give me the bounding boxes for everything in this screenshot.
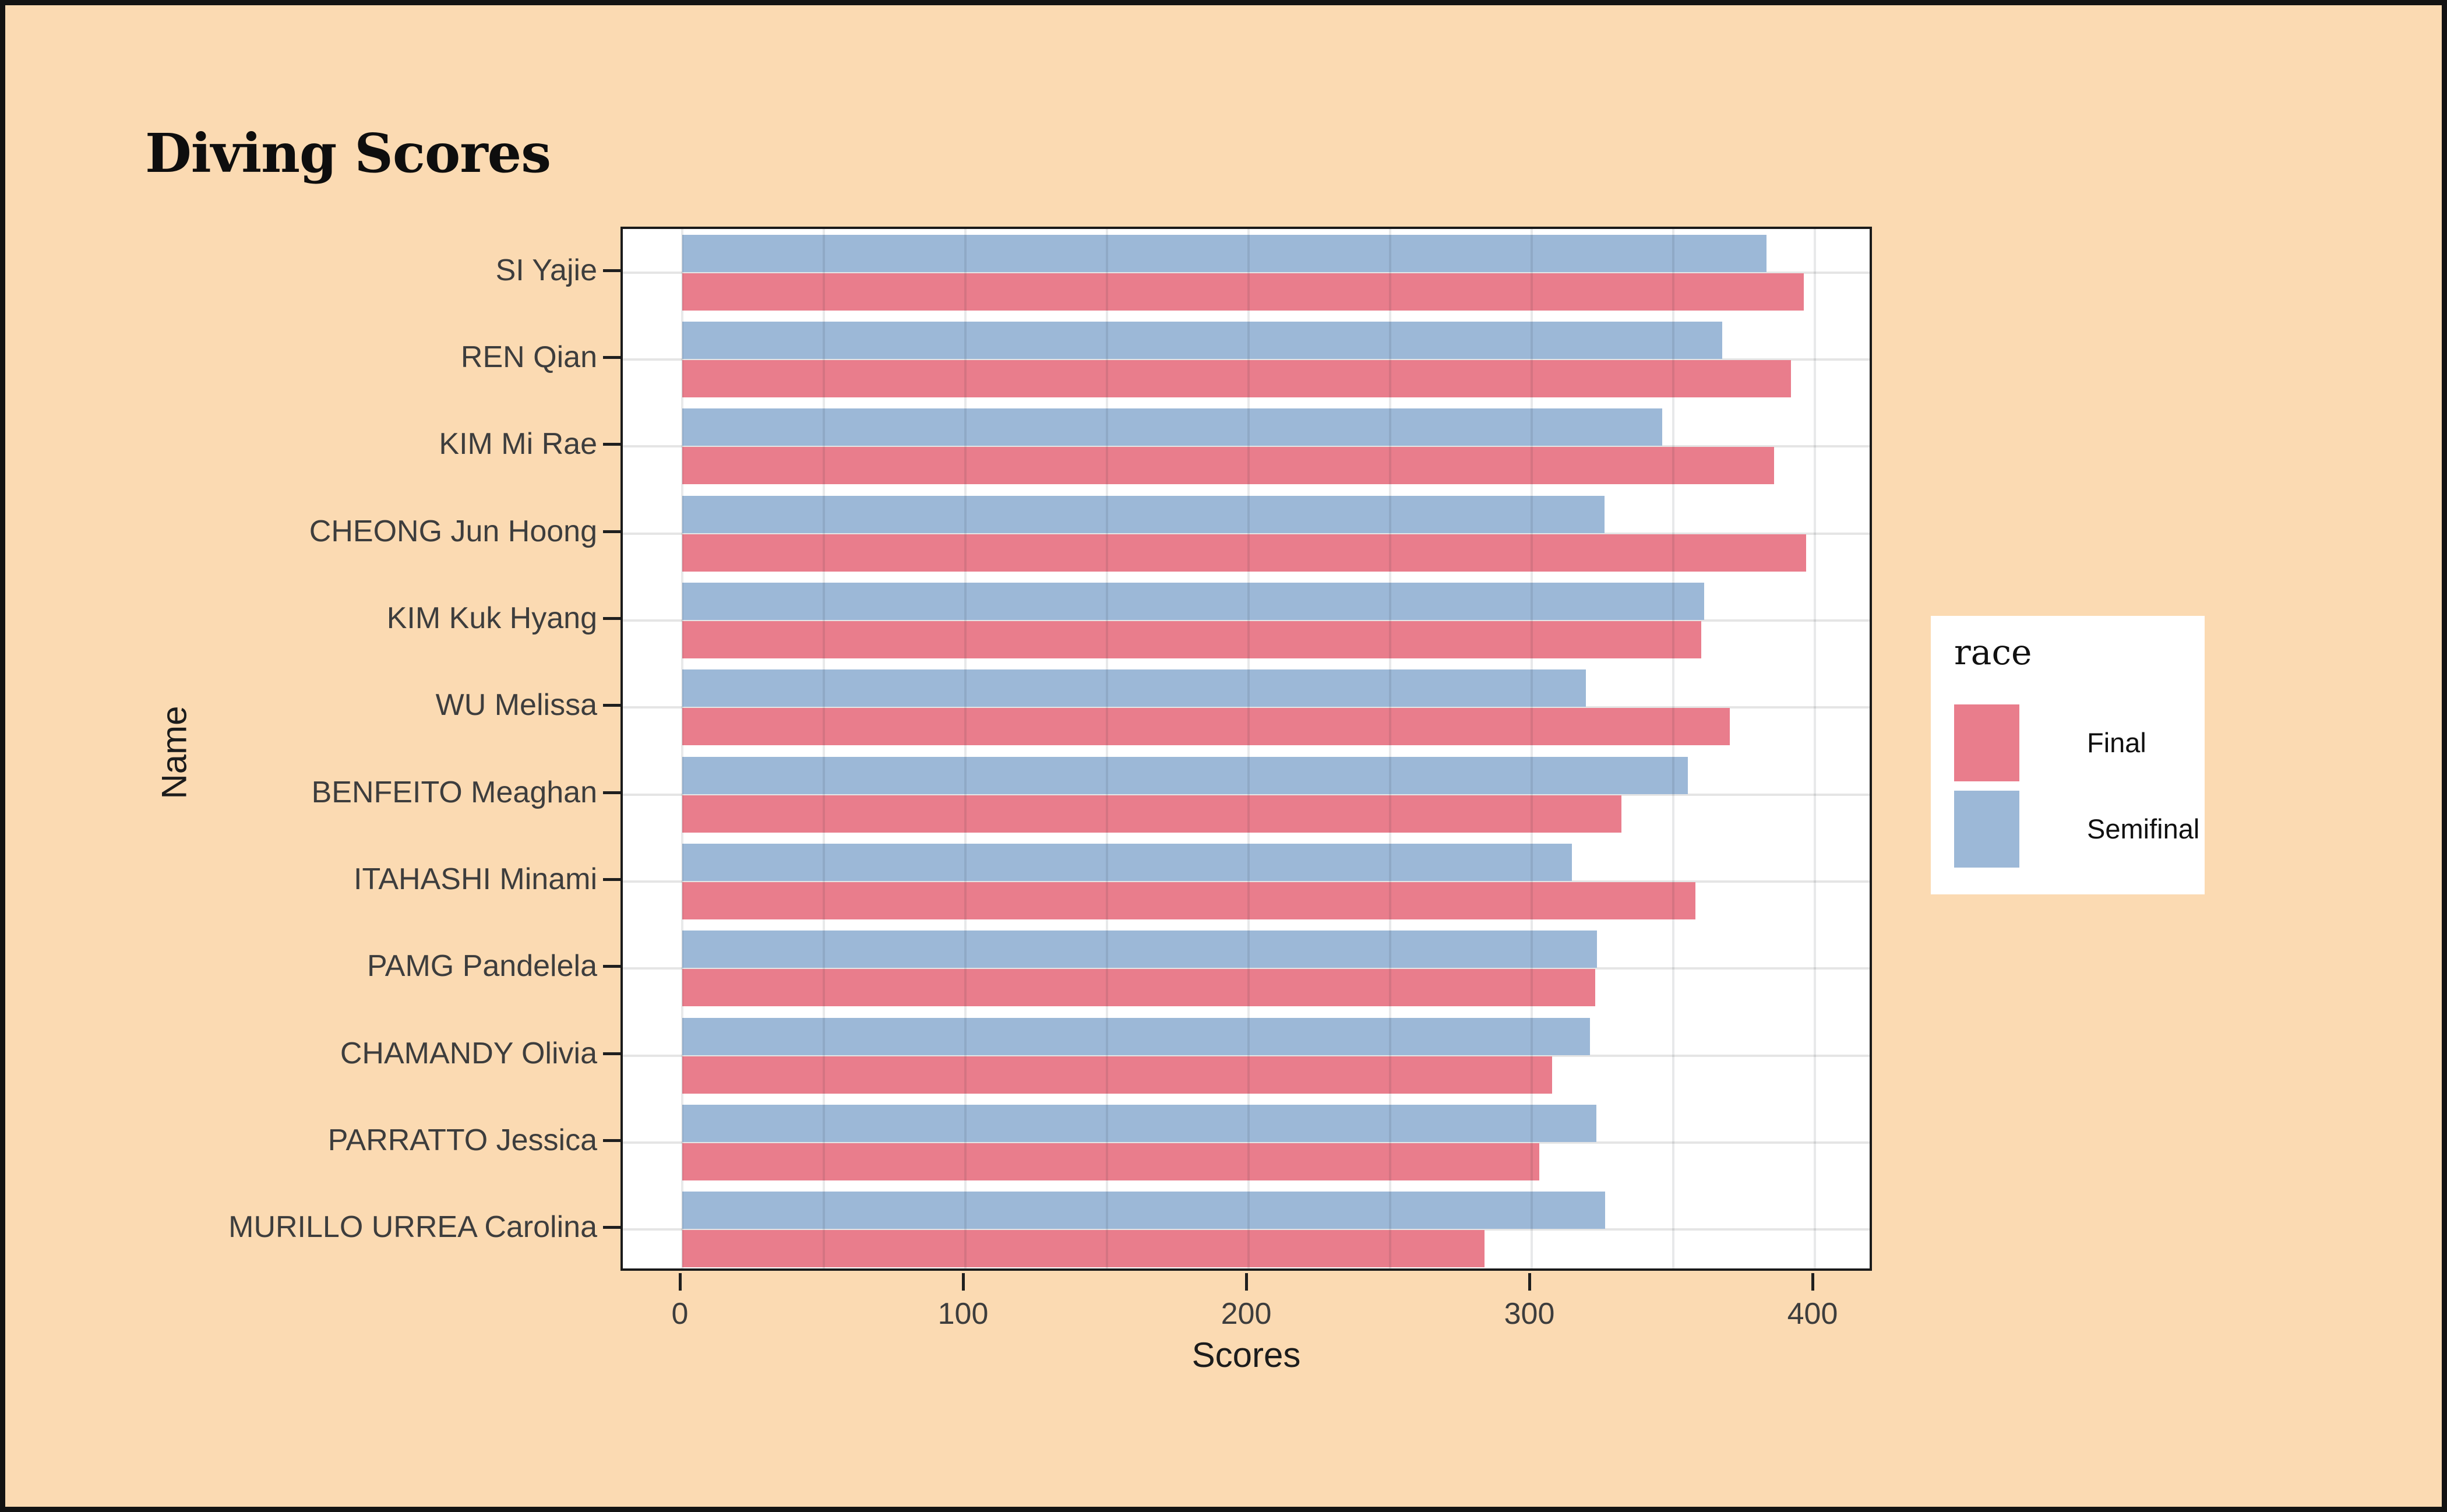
- chart-title: Diving Scores: [145, 122, 551, 185]
- bar-semifinal-wu-melissa: [682, 669, 1586, 707]
- bar-semifinal-kim-mi-rae: [682, 408, 1662, 446]
- bar-final-chamandy-olivia: [682, 1056, 1552, 1094]
- bar-final-murillo-urrea-carolina: [682, 1230, 1485, 1268]
- legend: race Final Semifinal: [1931, 616, 2205, 894]
- x-gridline-300: [1531, 229, 1533, 1268]
- y-tick: [603, 1226, 620, 1229]
- y-gridline: [623, 619, 1870, 622]
- bar-semifinal-ren-qian: [682, 322, 1723, 359]
- bar-final-si-yajie: [682, 273, 1804, 311]
- y-gridline: [623, 532, 1870, 535]
- legend-label-final: Final: [2087, 727, 2146, 758]
- x-tick-label-200: 200: [1221, 1297, 1272, 1331]
- y-tick-label: CHEONG Jun Hoong: [309, 514, 597, 548]
- x-gridline-50: [823, 229, 825, 1268]
- y-tick-label: ITAHASHI Minami: [354, 862, 597, 896]
- x-gridline-0: [681, 229, 683, 1268]
- y-gridline: [623, 1141, 1870, 1144]
- bar-final-ren-qian: [682, 360, 1792, 397]
- y-tick: [603, 443, 620, 446]
- y-tick: [603, 1139, 620, 1142]
- y-tick-label: REN Qian: [460, 340, 597, 374]
- y-tick: [603, 878, 620, 881]
- legend-label-semifinal: Semifinal: [2087, 813, 2200, 844]
- x-gridline-200: [1247, 229, 1250, 1268]
- y-gridline: [623, 793, 1870, 796]
- legend-swatch-final: [1954, 704, 2019, 781]
- y-tick-label: KIM Mi Rae: [439, 427, 597, 461]
- bar-final-kim-kuk-hyang: [682, 621, 1702, 658]
- x-tick-label-300: 300: [1504, 1297, 1555, 1331]
- y-tick-label: PARRATTO Jessica: [327, 1123, 597, 1157]
- y-gridline: [623, 967, 1870, 970]
- y-gridline: [623, 271, 1870, 274]
- y-tick: [603, 1052, 620, 1055]
- y-gridline: [623, 358, 1870, 361]
- x-gridline-150: [1106, 229, 1108, 1268]
- plot-panel: [620, 227, 1872, 1271]
- y-axis-title: Name: [154, 706, 194, 799]
- bar-final-itahashi-minami: [682, 882, 1695, 919]
- y-tick-label: KIM Kuk Hyang: [386, 601, 597, 635]
- y-tick: [603, 269, 620, 272]
- y-tick-label: BENFEITO Meaghan: [311, 775, 597, 809]
- bar-final-kim-mi-rae: [682, 447, 1774, 485]
- y-tick-label: PAMG Pandelela: [366, 949, 597, 984]
- y-tick: [603, 704, 620, 707]
- y-tick: [603, 791, 620, 794]
- bar-final-wu-melissa: [682, 708, 1730, 746]
- y-tick-label: SI Yajie: [495, 253, 597, 287]
- bar-final-benfeito-meaghan: [682, 795, 1621, 833]
- x-gridline-350: [1672, 229, 1674, 1268]
- bar-semifinal-pamg-pandelela: [682, 931, 1598, 968]
- bar-semifinal-murillo-urrea-carolina: [682, 1192, 1606, 1229]
- bar-semifinal-chamandy-olivia: [682, 1017, 1591, 1055]
- y-tick-label: MURILLO URREA Carolina: [228, 1210, 597, 1245]
- bar-semifinal-benfeito-meaghan: [682, 756, 1688, 794]
- y-gridline: [623, 445, 1870, 448]
- bar-semifinal-itahashi-minami: [682, 844, 1572, 881]
- y-tick: [603, 356, 620, 359]
- x-gridline-400: [1814, 229, 1816, 1268]
- bar-final-pamg-pandelela: [682, 969, 1596, 1007]
- y-tick-label: CHAMANDY Olivia: [340, 1036, 597, 1070]
- y-gridline: [623, 880, 1870, 883]
- x-tick-label-0: 0: [671, 1297, 689, 1331]
- y-tick: [603, 617, 620, 620]
- bar-semifinal-si-yajie: [682, 234, 1767, 272]
- x-tick-label-400: 400: [1787, 1297, 1838, 1331]
- legend-title: race: [1954, 632, 2032, 673]
- bar-final-parratto-jessica: [682, 1143, 1540, 1180]
- x-tick-label-100: 100: [937, 1297, 989, 1331]
- y-tick: [603, 530, 620, 533]
- bar-final-cheong-jun-hoong: [682, 534, 1807, 572]
- x-gridline-250: [1389, 229, 1391, 1268]
- x-tick-400: [1811, 1273, 1814, 1291]
- x-tick-0: [679, 1273, 682, 1291]
- y-gridline: [623, 706, 1870, 709]
- x-tick-100: [962, 1273, 965, 1291]
- x-gridline-100: [964, 229, 967, 1268]
- bar-semifinal-parratto-jessica: [682, 1105, 1597, 1142]
- y-tick-label: WU Melissa: [435, 688, 597, 722]
- y-gridline: [623, 1054, 1870, 1057]
- y-gridline: [623, 1228, 1870, 1231]
- legend-swatch-semifinal: [1954, 791, 2019, 868]
- bar-semifinal-cheong-jun-hoong: [682, 495, 1605, 533]
- x-axis-title: Scores: [1191, 1335, 1301, 1374]
- bar-semifinal-kim-kuk-hyang: [682, 583, 1704, 620]
- y-tick: [603, 965, 620, 968]
- x-tick-200: [1245, 1273, 1248, 1291]
- x-tick-300: [1528, 1273, 1531, 1291]
